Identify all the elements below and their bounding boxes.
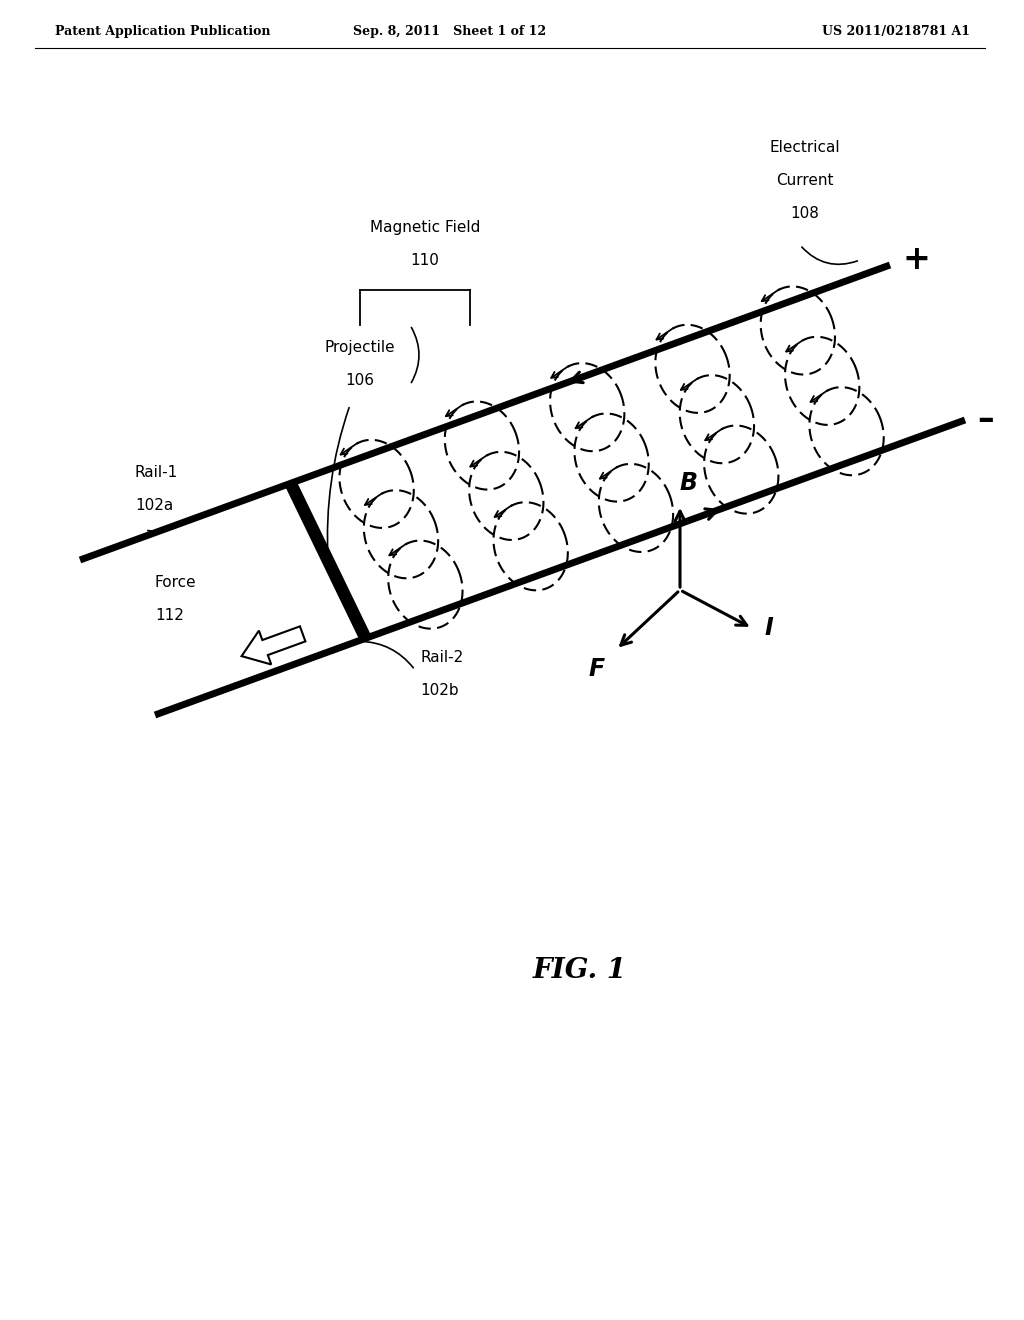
Text: 106: 106 bbox=[345, 374, 375, 388]
Text: 102b: 102b bbox=[420, 682, 459, 698]
Text: Magnetic Field: Magnetic Field bbox=[370, 220, 480, 235]
Text: 102a: 102a bbox=[135, 498, 173, 513]
Text: 108: 108 bbox=[791, 206, 819, 220]
Text: 110: 110 bbox=[411, 253, 439, 268]
Text: I: I bbox=[764, 616, 773, 640]
Text: +: + bbox=[902, 243, 930, 276]
Text: 112: 112 bbox=[155, 609, 184, 623]
Text: Current: Current bbox=[776, 173, 834, 187]
Text: FIG. 1: FIG. 1 bbox=[534, 957, 627, 983]
Text: Patent Application Publication: Patent Application Publication bbox=[55, 25, 270, 38]
Text: B: B bbox=[679, 471, 697, 495]
Text: Electrical: Electrical bbox=[770, 140, 841, 154]
FancyArrow shape bbox=[242, 627, 305, 664]
Text: F: F bbox=[588, 657, 604, 681]
Text: Rail-1: Rail-1 bbox=[135, 465, 178, 480]
Text: Sep. 8, 2011   Sheet 1 of 12: Sep. 8, 2011 Sheet 1 of 12 bbox=[353, 25, 547, 38]
FancyArrowPatch shape bbox=[802, 247, 857, 264]
Text: Rail-2: Rail-2 bbox=[420, 649, 463, 665]
Text: Force: Force bbox=[155, 576, 197, 590]
Text: Projectile: Projectile bbox=[325, 341, 395, 355]
Text: US 2011/0218781 A1: US 2011/0218781 A1 bbox=[822, 25, 970, 38]
Text: –: – bbox=[977, 404, 993, 437]
